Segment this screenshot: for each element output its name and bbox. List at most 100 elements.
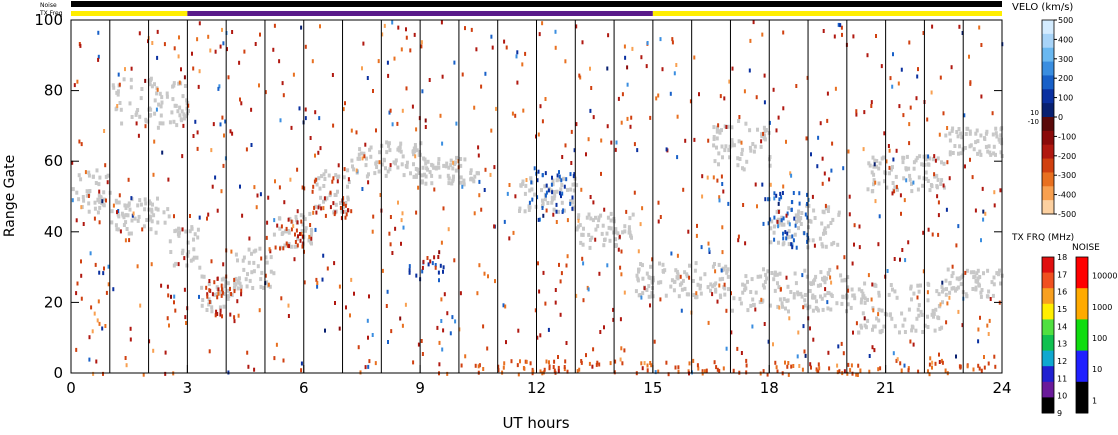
velocity-cell [285, 241, 288, 246]
ground-scatter-cell [523, 191, 527, 196]
ground-scatter-cell [365, 174, 369, 179]
ground-scatter-cell [927, 162, 931, 167]
ground-scatter-cell [720, 128, 723, 133]
echo-cell [761, 182, 764, 187]
echo-cell [296, 209, 299, 214]
ground-scatter-cell [449, 163, 453, 168]
ground-scatter-cell [262, 285, 265, 290]
echo-cell [220, 189, 223, 194]
echo-cell [148, 339, 151, 344]
ground-scatter-cell [872, 164, 876, 169]
ground-scatter-cell [188, 229, 192, 234]
echo-cell [160, 283, 163, 288]
velocity-cell [795, 245, 798, 250]
echo-cell [104, 163, 107, 168]
echo-cell [442, 328, 445, 333]
echo-cell [790, 173, 793, 178]
ground-scatter-cell [142, 224, 146, 229]
echo-cell [103, 129, 106, 133]
echo-cell [630, 115, 633, 120]
ground-scatter-cell [521, 182, 525, 186]
echo-cell [679, 274, 682, 279]
ground-scatter-cell [77, 197, 81, 202]
echo-cell [964, 164, 966, 169]
echo-cell [420, 40, 423, 45]
echo-cell [361, 187, 364, 191]
velocity-colorbar-cell [1042, 172, 1054, 187]
velocity-cell [718, 368, 721, 373]
ground-scatter-cell [933, 174, 937, 179]
ground-scatter-cell [676, 272, 680, 277]
echo-cell [87, 194, 90, 198]
ground-scatter-cell [182, 112, 186, 117]
ground-scatter-cell [153, 82, 156, 87]
ground-scatter-cell [759, 144, 763, 149]
ground-scatter-band [712, 119, 772, 172]
velocity-cell [732, 368, 735, 373]
ground-scatter-cell [837, 210, 841, 215]
ground-scatter-cell [591, 218, 595, 223]
ground-scatter-cell [742, 167, 746, 172]
ground-scatter-cell [569, 199, 573, 204]
echo-cell [139, 303, 142, 308]
velocity-cell [545, 190, 548, 195]
ground-scatter-cell [166, 207, 170, 212]
echo-cell [130, 196, 133, 201]
ground-scatter-cell [797, 226, 800, 231]
ground-scatter-cell [401, 154, 405, 159]
velocity-cell [415, 273, 418, 278]
echo-cell [833, 34, 836, 39]
ground-scatter-cell [719, 295, 723, 300]
ground-scatter-cell [789, 290, 793, 294]
ground-scatter-cell [168, 120, 172, 125]
echo-cell [142, 372, 145, 377]
ground-scatter-cell [447, 165, 451, 170]
ground-scatter-cell [309, 232, 313, 237]
velocity-cell [219, 312, 222, 317]
echo-cell [438, 362, 441, 367]
velocity-cell [563, 367, 566, 372]
y-tick-label: 40 [44, 223, 63, 241]
velocity-cell [649, 361, 652, 365]
ground-scatter-cell [978, 149, 982, 154]
ground-scatter-cell [746, 308, 750, 313]
ground-scatter-cell [773, 288, 777, 293]
velocity-cell [408, 268, 411, 273]
echo-cell [900, 67, 903, 72]
echo-cell [326, 266, 329, 271]
echo-cell [185, 321, 187, 325]
echo-cell [988, 318, 991, 323]
ground-scatter-cell [874, 283, 878, 288]
velocity-cell [776, 369, 779, 374]
ground-scatter-cell [627, 225, 631, 230]
echo-cell [94, 262, 97, 267]
ground-scatter-cell [95, 168, 99, 173]
ground-scatter-cell [139, 96, 143, 101]
ground-scatter-cell [181, 248, 185, 253]
echo-cell [231, 30, 234, 34]
ground-scatter-cell [174, 103, 178, 108]
echo-cell [946, 126, 949, 130]
velocity-cell [313, 205, 316, 210]
echo-cell [524, 51, 527, 56]
txfreq-colorbar-label: 12 [1057, 357, 1067, 366]
echo-cell [936, 194, 939, 199]
echo-cell [363, 154, 366, 159]
echo-cell [493, 224, 496, 229]
velocity-cell [773, 191, 776, 196]
ground-scatter-cell [201, 298, 205, 302]
echo-cell [795, 84, 798, 88]
echo-cell [95, 359, 98, 364]
echo-cell [840, 25, 843, 30]
echo-cell [955, 354, 957, 359]
ground-scatter-cell [352, 167, 356, 172]
ground-scatter-cell [170, 110, 174, 115]
echo-cell [164, 371, 167, 376]
echo-cell [533, 166, 536, 171]
echo-cell [915, 96, 918, 101]
echo-cell [837, 22, 840, 27]
ground-scatter-cell [470, 176, 473, 181]
velocity-cell [713, 360, 716, 365]
ground-scatter-cell [87, 201, 91, 206]
echo-cell [490, 34, 493, 39]
